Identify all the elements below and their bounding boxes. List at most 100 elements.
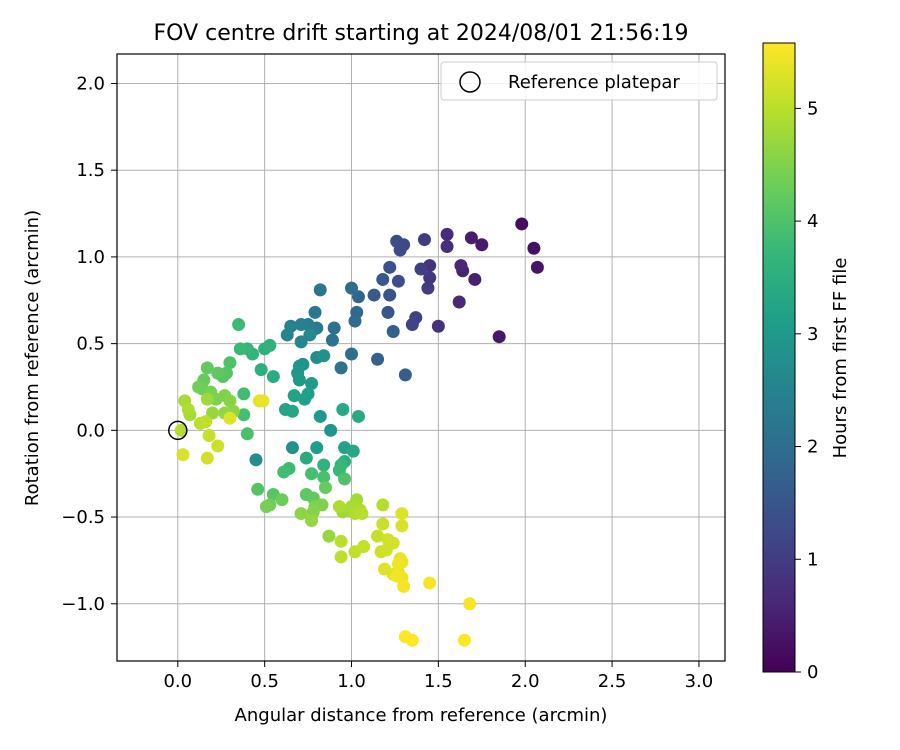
data-point: [200, 392, 214, 406]
data-point: [299, 451, 313, 465]
data-point: [263, 338, 277, 352]
data-point: [259, 500, 273, 514]
data-point: [232, 318, 246, 332]
data-point: [397, 579, 411, 593]
data-point: [275, 493, 289, 507]
data-point: [315, 498, 329, 512]
data-point: [305, 467, 319, 481]
x-tick-label: 0.5: [250, 671, 279, 692]
data-point: [233, 342, 247, 356]
data-point: [452, 295, 466, 309]
x-axis-label: Angular distance from reference (arcmin): [235, 705, 608, 726]
y-tick-label: 2.0: [76, 73, 105, 94]
data-point: [355, 507, 369, 521]
data-point: [313, 283, 327, 297]
chart-title: FOV centre drift starting at 2024/08/01 …: [154, 21, 689, 46]
data-point: [298, 392, 312, 406]
y-axis-label: Rotation from reference (arcmin): [22, 210, 43, 506]
colorbar-tick-label: 5: [807, 98, 818, 119]
data-point: [240, 427, 254, 441]
data-point: [317, 349, 331, 363]
data-point: [367, 288, 381, 302]
data-point: [176, 448, 190, 462]
data-point: [475, 238, 489, 252]
data-point: [515, 217, 529, 231]
data-point: [256, 394, 270, 408]
reference-marker: [168, 420, 188, 441]
colorbar-gradient: [762, 42, 796, 673]
x-tick-label: 0.0: [163, 671, 192, 692]
data-point: [405, 633, 419, 647]
data-point: [376, 272, 390, 286]
data-point: [223, 356, 237, 370]
y-tick-label: −0.5: [61, 507, 105, 528]
data-point: [287, 389, 301, 403]
y-axis-ticks: 2.0 1.5 1.0 0.5 0.0 −0.5 −1.0: [61, 73, 117, 615]
data-point: [345, 281, 359, 295]
data-point: [468, 272, 482, 286]
data-point: [386, 536, 400, 550]
data-point: [530, 260, 544, 274]
legend-marker-icon: [459, 71, 481, 93]
data-point: [348, 314, 362, 328]
legend-entry-reference: Reference platepar: [508, 72, 680, 93]
colorbar-tick-label: 2: [807, 437, 818, 458]
data-point: [318, 481, 332, 495]
data-point: [421, 281, 435, 295]
data-point: [417, 233, 431, 247]
data-point: [199, 415, 213, 429]
data-point: [223, 394, 237, 408]
data-point: [527, 241, 541, 255]
data-point: [381, 305, 395, 319]
data-point: [202, 429, 216, 443]
data-point: [423, 576, 437, 590]
data-point: [390, 569, 404, 583]
data-point: [371, 529, 385, 543]
data-point: [237, 408, 251, 422]
data-point: [376, 517, 390, 531]
data-point: [313, 409, 327, 423]
data-point: [351, 409, 365, 423]
data-point: [280, 328, 294, 342]
colorbar-tick-label: 0: [807, 662, 818, 683]
data-point: [464, 231, 478, 245]
data-point: [254, 363, 268, 377]
y-tick-label: 1.5: [76, 160, 105, 181]
x-tick-label: 2.5: [598, 671, 627, 692]
x-tick-label: 3.0: [685, 671, 714, 692]
grid-lines: [117, 54, 725, 661]
data-point: [292, 373, 306, 387]
data-point: [332, 500, 346, 514]
data-point: [211, 439, 225, 453]
data-point: [308, 305, 322, 319]
colorbar-tick-label: 3: [807, 324, 818, 345]
data-point: [327, 321, 341, 335]
data-point: [351, 290, 365, 304]
data-point: [206, 406, 220, 420]
data-point: [395, 519, 409, 533]
data-point: [405, 318, 419, 332]
data-point: [398, 368, 412, 382]
data-point: [200, 361, 214, 375]
data-point: [237, 387, 251, 401]
data-point: [386, 324, 400, 338]
data-point: [200, 451, 214, 465]
x-tick-label: 1.0: [337, 671, 366, 692]
data-point: [317, 470, 331, 484]
data-point: [336, 403, 350, 417]
x-tick-label: 2.0: [511, 671, 540, 692]
data-point: [181, 403, 195, 417]
colorbar-tick-label: 1: [807, 549, 818, 570]
data-point: [294, 335, 308, 349]
colorbar-label: Hours from first FF file: [830, 258, 851, 459]
data-point: [334, 361, 348, 375]
data-point: [322, 529, 336, 543]
colorbar-tick-label: 4: [807, 211, 818, 232]
data-point: [249, 453, 263, 467]
data-point: [414, 262, 428, 276]
y-tick-label: −1.0: [61, 594, 105, 615]
legend-box: [440, 61, 718, 101]
data-point: [440, 240, 454, 254]
colorbar: 0 1 2 3 4 5 Hours from first FF file: [762, 42, 851, 683]
